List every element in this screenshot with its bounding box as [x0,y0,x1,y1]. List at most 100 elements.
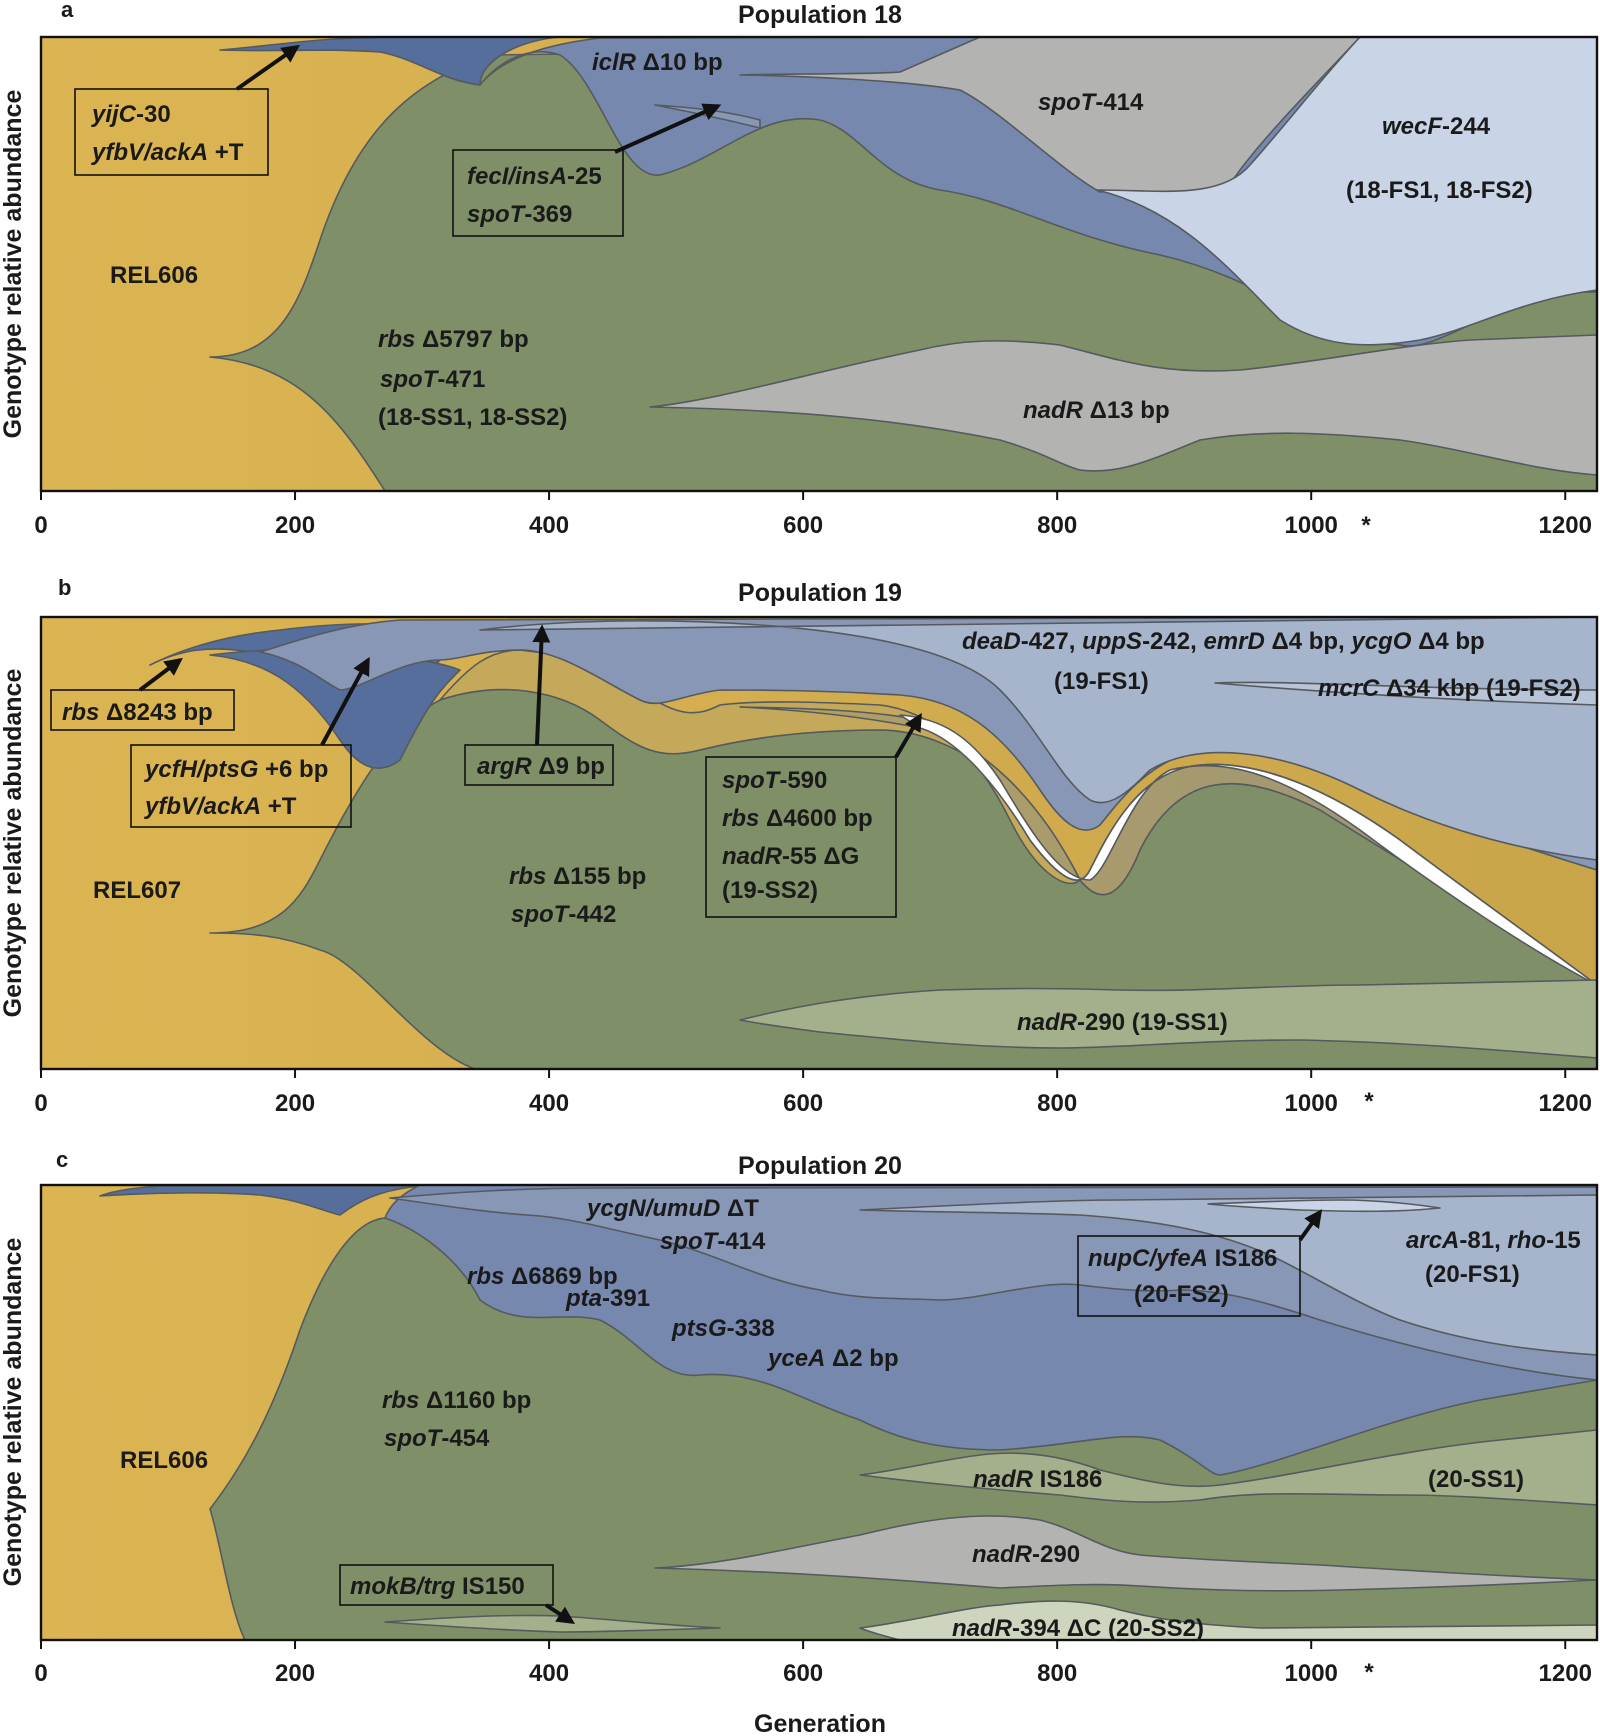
panel-a-plot-area [39,35,1599,493]
panel-b-frame [39,615,1599,1071]
x-tick-label: 800 [1037,512,1077,539]
x-tick-label: 0 [34,1660,47,1687]
label-iclr: iclR Δ10 bp [592,49,723,76]
x-tick-label: 1000 [1285,1660,1338,1687]
x-tick-label: 1000 [1285,512,1338,539]
panel-b: b Population 19 0 200 400 600 800 1000 1200 * … [34,575,1599,1117]
label-rbs-155: rbs Δ155 bp [509,863,646,890]
x-tick-label: 1200 [1539,512,1592,539]
stream-arca-rho [859,1194,1598,1356]
arrow-nupc [1298,1209,1323,1242]
panel-b-letter: b [58,575,71,600]
arrow-ycfh [320,656,370,746]
annotation-ycfh-yfbv: ycfH/ptsG +6 bp yfbV/ackA +T [130,656,370,828]
label-20-ss1: (20-SS1) [1428,1466,1524,1493]
label-rbs-1160: rbs Δ1160 bp [382,1387,531,1414]
panel-a-letter: a [61,0,74,22]
x-tick-label: 1200 [1539,1660,1592,1687]
stream-nupc [1207,1199,1441,1213]
label-rbs-5797: rbs Δ5797 bp [378,326,529,353]
x-tick-label: 800 [1037,1090,1077,1117]
stream-early-c [99,1185,421,1216]
x-tick-label: 1000 [1285,1090,1338,1117]
x-tick-label: 1200 [1539,1090,1592,1117]
x-tick-label: 400 [529,1660,569,1687]
x-tick-label: 600 [783,1090,823,1117]
label-nadr-290-c: nadR-290 [972,1541,1080,1568]
annotation-nupc-yfea: nupC/yfeA IS186 (20-FS2) [1077,1209,1323,1317]
x-tick-label: 600 [783,512,823,539]
x-tick-label: 400 [529,1090,569,1117]
annotation-yijc-yfbv: yijC-30 yfbV/ackA +T [74,44,300,176]
svg-text:ycfH/ptsG +6 bp: ycfH/ptsG +6 bp [144,756,328,783]
svg-text:rbs Δ8243 bp: rbs Δ8243 bp [62,699,213,726]
label-nadr-290-b: nadR-290 (19-SS1) [1017,1009,1228,1036]
y-axis-label-b: Genotype relative abundance [0,669,27,1018]
stream-wecf [1096,36,1598,346]
annotation-mokb-trg: mokB/trg IS150 [339,1564,576,1624]
panel-c: c Population 20 0 200 400 600 800 1000 1200 * … [34,1147,1599,1736]
svg-text:(20-FS2): (20-FS2) [1134,1281,1229,1308]
arrow-rbs-8243 [138,657,183,692]
stream-mokb [384,1614,721,1633]
panel-a-x-ticks: 0 200 400 600 800 1000 1200 [34,491,1592,539]
svg-text:nupC/yfeA IS186: nupC/yfeA IS186 [1088,1245,1277,1272]
panel-b-x-ticks: 0 200 400 600 800 1000 1200 [34,1069,1592,1117]
panel-c-title: Population 20 [738,1152,902,1180]
panel-a-title: Population 18 [738,1,902,29]
svg-text:spoT-369: spoT-369 [467,201,572,228]
x-tick-label: 600 [783,1660,823,1687]
panel-a-frame [39,35,1599,493]
label-nadr-is186: nadR IS186 [973,1466,1102,1493]
y-axis-label-c: Genotype relative abundance [0,1238,27,1587]
x-tick-label: 200 [275,512,315,539]
x-tick-label: 200 [275,1660,315,1687]
label-ycea: yceA Δ2 bp [767,1345,899,1372]
label-20-fs1: (20-FS1) [1425,1261,1520,1288]
label-arca-rho: arcA-81, rho-15 [1406,1227,1581,1254]
panel-b-star-marker: * [1364,1088,1374,1115]
svg-text:yfbV/ackA +T: yfbV/ackA +T [144,793,297,820]
label-rbs-6869: rbs Δ6869 bp [467,1263,618,1290]
arrow-argr [532,624,551,746]
label-spot-414-c: spoT-414 [660,1228,766,1255]
arrow-spot590 [894,712,922,759]
label-pta-391: pta-391 [565,1285,650,1312]
x-tick-label: 400 [529,512,569,539]
stream-nadr-290-c [654,1515,1598,1592]
label-rel606-c: REL606 [120,1447,208,1474]
x-axis-label: Generation [754,1710,886,1736]
label-18-fs: (18-FS1, 18-FS2) [1346,177,1533,204]
x-tick-label: 0 [34,1090,47,1117]
label-spot-471: spoT-471 [380,366,485,393]
arrow-feci [614,103,722,154]
stream-dead-fs1 [479,616,1598,861]
panel-c-x-ticks: 0 200 400 600 800 1000 1200 [34,1640,1592,1687]
label-wecf: wecF-244 [1382,113,1491,140]
x-tick-label: 800 [1037,1660,1077,1687]
panel-a-star-marker: * [1361,512,1371,539]
label-rel607: REL607 [93,877,181,904]
label-18-ss: (18-SS1, 18-SS2) [378,404,567,431]
label-spot-442: spoT-442 [511,901,616,928]
label-rel606-a: REL606 [110,262,198,289]
svg-text:yijC-30: yijC-30 [91,101,171,128]
label-19-fs1-genes: deaD-427, uppS-242, emrD Δ4 bp, ycgO Δ4 … [962,628,1485,655]
panel-c-frame [39,1183,1599,1642]
x-tick-label: 200 [275,1090,315,1117]
y-axis-label-a: Genotype relative abundance [0,90,27,439]
panel-b-title: Population 19 [738,579,902,607]
label-19-fs1: (19-FS1) [1054,668,1149,695]
x-tick-label: 0 [34,512,47,539]
label-nadr-394: nadR-394 ΔC (20-SS2) [952,1615,1204,1642]
annotation-spot590: spoT-590 rbs Δ4600 bp nadR-55 ΔG (19-SS2… [705,712,922,918]
panel-c-star-marker: * [1364,1659,1374,1686]
stream-nadr-290-b [739,979,1598,1059]
arrow-mokb [544,1603,576,1624]
label-nadr-13: nadR Δ13 bp [1023,397,1170,424]
label-spot-454: spoT-454 [384,1425,490,1452]
svg-text:mokB/trg IS150: mokB/trg IS150 [350,1573,525,1600]
panel-c-letter: c [56,1147,68,1172]
svg-text:yfbV/ackA +T: yfbV/ackA +T [91,139,244,166]
